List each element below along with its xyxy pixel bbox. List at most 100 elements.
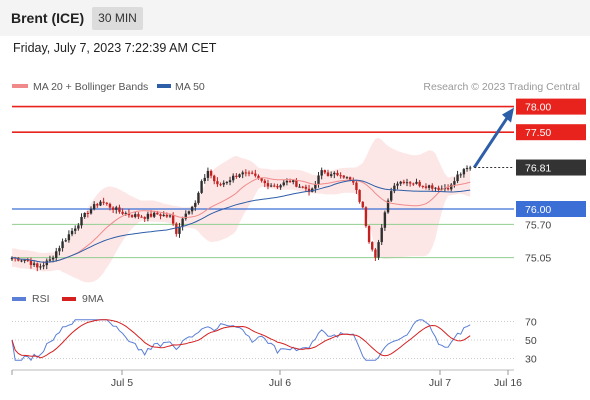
candle-body-98 xyxy=(320,170,323,176)
level-box-0 xyxy=(516,98,586,115)
candle-body-44 xyxy=(149,213,153,217)
level-label-0: 78.00 xyxy=(525,102,551,114)
candle-body-23 xyxy=(83,212,86,217)
candle-body-11 xyxy=(45,260,48,266)
candle-body-32 xyxy=(111,207,115,210)
candle-body-2 xyxy=(17,257,20,261)
rsi-tick-2: 30 xyxy=(525,353,537,365)
chart-header: Brent (ICE) 30 MIN xyxy=(0,0,590,36)
candle-body-17 xyxy=(64,240,67,242)
candle-body-25 xyxy=(89,209,93,214)
candle-body-26 xyxy=(92,204,96,210)
rsi-ma-legend-swatch xyxy=(62,297,76,301)
candle-body-136 xyxy=(440,188,443,190)
candle-body-143 xyxy=(462,169,466,175)
candle-body-87 xyxy=(285,180,289,183)
current-price-box xyxy=(516,159,586,176)
x-tick-label-1: Jul 6 xyxy=(269,377,291,389)
candle-body-128 xyxy=(415,181,418,184)
candle-body-35 xyxy=(121,211,124,214)
candle-body-80 xyxy=(263,180,266,184)
candle-body-16 xyxy=(61,241,64,249)
candle-body-63 xyxy=(209,170,213,176)
candle-body-118 xyxy=(383,212,387,228)
level-box-1 xyxy=(516,124,586,141)
candle-body-99 xyxy=(323,170,327,173)
x-tick-label-0: Jul 5 xyxy=(111,377,133,389)
candle-body-82 xyxy=(269,185,273,187)
candle-body-73 xyxy=(241,172,244,175)
candle-body-91 xyxy=(298,186,301,188)
candle-body-0 xyxy=(10,257,14,260)
candle-body-103 xyxy=(336,172,339,176)
candle-body-49 xyxy=(165,214,169,217)
candle-body-27 xyxy=(96,204,99,206)
candle-body-54 xyxy=(181,218,184,227)
candle-body-31 xyxy=(108,203,112,208)
candle-body-89 xyxy=(292,180,295,183)
candle-body-53 xyxy=(178,226,181,234)
candle-body-22 xyxy=(80,216,83,226)
ma50-line xyxy=(11,179,471,263)
candle-body-120 xyxy=(390,191,393,201)
candle-body-50 xyxy=(168,215,172,217)
candle-body-122 xyxy=(396,183,399,186)
level-labels: 78.00 77.50 76.00 75.70 75.05 76.81 xyxy=(474,98,586,265)
candle-body-70 xyxy=(232,175,235,181)
candle-body-125 xyxy=(405,182,409,184)
candle-body-4 xyxy=(23,259,26,261)
projection-arrow-shaft xyxy=(472,115,510,169)
candle-body-55 xyxy=(184,213,187,219)
candle-body-58 xyxy=(194,202,197,207)
candle-body-18 xyxy=(67,234,71,241)
candle-body-110 xyxy=(358,190,361,202)
candle-body-78 xyxy=(257,175,260,179)
candle-body-77 xyxy=(254,173,257,176)
candle-body-59 xyxy=(197,192,200,203)
research-credit: Research © 2023 Trading Central xyxy=(423,81,580,93)
candle-body-21 xyxy=(77,225,80,229)
candle-body-65 xyxy=(216,181,219,185)
candle-body-41 xyxy=(140,216,143,218)
candle-body-38 xyxy=(130,215,134,217)
rsi-tick-1: 50 xyxy=(525,335,537,347)
candle-body-102 xyxy=(333,172,336,175)
rsi-legend-swatch xyxy=(12,297,26,301)
candle-body-130 xyxy=(421,185,424,187)
candle-body-56 xyxy=(187,211,191,214)
candlesticks xyxy=(10,165,472,272)
rsi-line xyxy=(11,319,471,362)
bollinger-band-area xyxy=(12,137,471,283)
level-label-2: 76.00 xyxy=(525,204,551,216)
candle-body-97 xyxy=(317,175,320,185)
current-price-label: 76.81 xyxy=(525,163,551,175)
candle-body-45 xyxy=(153,212,156,217)
candle-body-8 xyxy=(36,263,39,268)
level-label-3: 75.70 xyxy=(525,219,551,231)
level-box-2 xyxy=(516,201,586,217)
candle-body-20 xyxy=(74,228,77,231)
candle-body-5 xyxy=(26,259,29,261)
chart-datetime: Friday, July 7, 2023 7:22:39 AM CET xyxy=(13,41,217,55)
candle-body-12 xyxy=(48,259,52,261)
candle-body-34 xyxy=(118,207,121,212)
candle-body-40 xyxy=(137,214,140,217)
candle-body-79 xyxy=(260,178,263,181)
candle-body-67 xyxy=(222,182,225,185)
candle-body-144 xyxy=(465,167,469,170)
candle-body-96 xyxy=(314,184,317,189)
candle-body-109 xyxy=(355,182,358,191)
candle-body-129 xyxy=(418,181,421,186)
candle-body-37 xyxy=(127,213,131,216)
candle-body-46 xyxy=(156,212,159,215)
candle-body-68 xyxy=(225,182,229,184)
candle-body-42 xyxy=(143,217,146,219)
candle-body-132 xyxy=(427,185,431,188)
candle-body-106 xyxy=(345,177,349,179)
timeframe-badge[interactable]: 30 MIN xyxy=(92,7,143,30)
candle-body-114 xyxy=(371,242,374,250)
candle-body-24 xyxy=(86,212,90,214)
ma20-legend-swatch xyxy=(12,84,28,88)
candle-body-39 xyxy=(134,214,137,217)
rsi-ma-line xyxy=(11,319,471,359)
